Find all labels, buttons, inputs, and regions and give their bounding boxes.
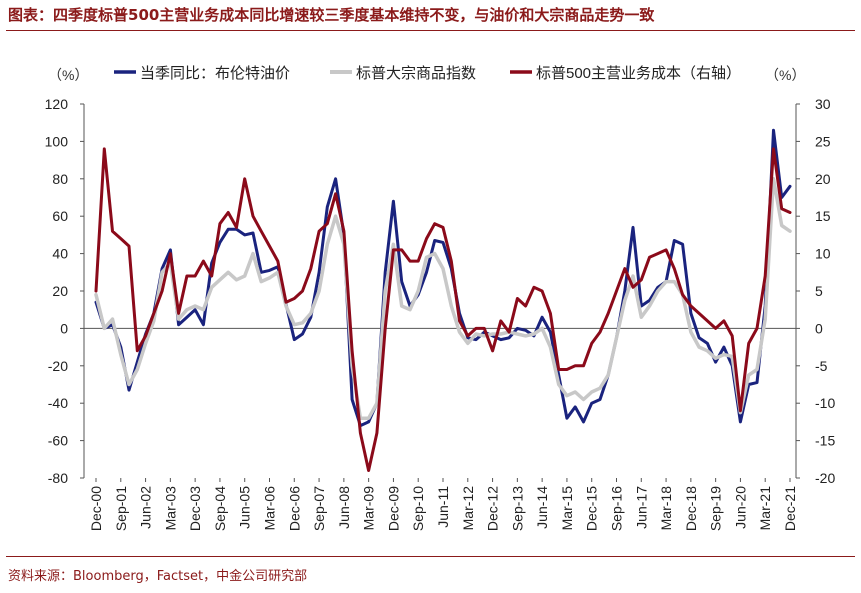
- right-tick-label: -15: [815, 433, 835, 449]
- left-tick-label: 100: [45, 133, 69, 149]
- x-tick-label: Jun-02: [138, 486, 154, 529]
- left-tick-label: 40: [52, 246, 68, 262]
- x-tick-label: Mar-15: [559, 486, 575, 531]
- x-tick-label: Mar-06: [262, 486, 278, 531]
- x-tick-label: Dec-12: [485, 486, 501, 531]
- x-tick-label: Sep-19: [708, 486, 724, 531]
- x-tick-label: Jun-17: [633, 486, 649, 529]
- source-note: 资料来源：Bloomberg，Factset，中金公司研究部: [8, 569, 308, 584]
- right-tick-label: -5: [815, 358, 828, 374]
- right-tick-label: 25: [815, 133, 831, 149]
- x-tick-label: Jun-14: [534, 486, 550, 529]
- x-tick-label: Dec-06: [286, 486, 302, 531]
- title-rule: [6, 30, 855, 31]
- x-tick-label: Dec-09: [385, 486, 401, 531]
- left-tick-label: 20: [52, 283, 68, 299]
- right-tick-label: 15: [815, 208, 831, 224]
- x-tick-label: Jun-08: [336, 486, 352, 529]
- left-tick-label: 0: [60, 320, 68, 336]
- x-tick-label: Sep-10: [410, 486, 426, 531]
- x-tick-label: Mar-18: [658, 486, 674, 531]
- x-tick-label: Sep-01: [113, 486, 129, 531]
- right-tick-label: 30: [815, 96, 831, 112]
- legend: 当季同比：布伦特油价 标普大宗商品指数 标普500主营业务成本（右轴）: [114, 64, 741, 82]
- x-tick-label: Sep-13: [509, 486, 525, 531]
- x-tick-label: Mar-21: [757, 486, 773, 531]
- left-tick-label: 80: [52, 171, 68, 187]
- left-tick-label: -60: [48, 433, 68, 449]
- left-axis-tick-labels: 120 100 80 60 40 20 0 -20 -40 -60 -80: [45, 96, 69, 486]
- left-tick-label: -80: [48, 470, 68, 486]
- left-tick-label: -40: [48, 395, 68, 411]
- x-tick-label: Dec-00: [88, 486, 104, 531]
- right-tick-label: -20: [815, 470, 835, 486]
- left-tick-label: 60: [52, 208, 68, 224]
- x-tick-label: Dec-15: [584, 486, 600, 531]
- x-tick-label: Jun-20: [732, 486, 748, 529]
- series-line-2: [94, 177, 792, 420]
- x-tick-label: Dec-03: [187, 486, 203, 531]
- x-tick-label: Jun-11: [435, 486, 451, 528]
- right-axis-unit: （%）: [765, 67, 805, 83]
- x-tick-label: Mar-12: [460, 486, 476, 531]
- series-line-3: [94, 147, 792, 472]
- left-axis-unit: （%）: [48, 67, 88, 83]
- x-tick-label: Dec-18: [683, 486, 699, 531]
- series-line-1: [94, 128, 792, 428]
- x-tick-label: Dec-21: [782, 486, 798, 531]
- left-tick-label: 120: [45, 96, 69, 112]
- right-tick-label: 0: [815, 320, 823, 336]
- x-axis-tick-labels: Dec-00 Sep-01 Jun-02 Mar-03 Dec-03 Sep-04 Jun-…: [88, 486, 798, 531]
- legend-label-3: 标普500主营业务成本（右轴）: [536, 65, 741, 82]
- axis-ticks: [80, 103, 800, 482]
- chart-title: 图表：四季度标普500主营业务成本同比增速较三季度基本维持不变，与油价和大宗商品…: [8, 6, 655, 24]
- right-tick-label: 20: [815, 171, 831, 187]
- footer-rule: [6, 556, 855, 557]
- right-axis-tick-labels: 30 25 20 15 10 5 0 -5 -10 -15 -20: [815, 96, 835, 486]
- left-tick-label: -20: [48, 358, 68, 374]
- right-tick-label: -10: [815, 395, 835, 411]
- right-tick-label: 5: [815, 283, 823, 299]
- x-tick-label: Sep-16: [609, 486, 625, 531]
- x-tick-label: Sep-04: [212, 486, 228, 531]
- x-tick-label: Mar-09: [361, 486, 377, 531]
- x-tick-label: Mar-03: [162, 486, 178, 531]
- right-tick-label: 10: [815, 246, 831, 262]
- series-layer: [94, 128, 792, 472]
- x-tick-label: Jun-05: [237, 486, 253, 529]
- legend-label-1: 当季同比：布伦特油价: [140, 65, 290, 82]
- legend-label-2: 标普大宗商品指数: [356, 64, 476, 82]
- x-tick-label: Sep-07: [311, 486, 327, 531]
